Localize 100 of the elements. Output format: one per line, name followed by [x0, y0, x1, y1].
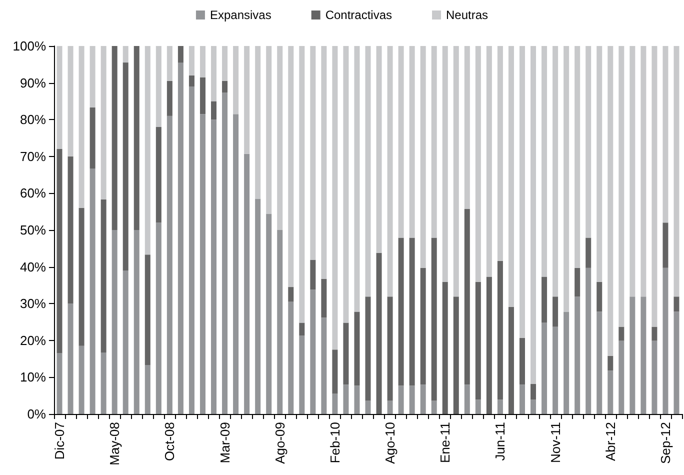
bar — [233, 114, 239, 414]
bar — [310, 46, 316, 260]
bar — [112, 230, 118, 414]
bar — [112, 46, 118, 230]
bar — [497, 46, 503, 261]
bar — [376, 46, 382, 253]
bar — [574, 296, 580, 414]
bar — [376, 252, 382, 414]
bar — [431, 400, 437, 414]
bar — [640, 46, 646, 297]
bar — [398, 386, 404, 414]
bar — [90, 168, 96, 414]
bar — [90, 46, 96, 108]
bar — [464, 384, 470, 414]
bar — [486, 46, 492, 277]
bar — [68, 46, 74, 156]
bar — [144, 254, 150, 366]
bar — [266, 46, 272, 214]
bar — [674, 46, 680, 297]
bar — [652, 326, 658, 341]
bar — [156, 222, 162, 414]
x-tick-label: Jun-11 — [492, 422, 508, 461]
bar — [343, 322, 349, 385]
x-tick-label: Mar-09 — [217, 422, 232, 464]
bar — [674, 312, 680, 414]
y-tick-label: 50% — [20, 222, 46, 238]
bar — [475, 282, 481, 400]
bar — [68, 304, 74, 414]
bar — [156, 46, 162, 127]
bar — [354, 386, 360, 414]
bar — [288, 287, 294, 302]
bar — [519, 338, 525, 385]
bar — [188, 46, 194, 76]
bar — [200, 77, 206, 114]
bar — [222, 92, 228, 414]
bar — [122, 62, 128, 270]
bar — [365, 296, 371, 401]
bar — [662, 268, 668, 414]
legend-label: Neutras — [446, 8, 488, 22]
bar — [288, 302, 294, 414]
bar — [178, 62, 184, 414]
x-tick-label: Sep-12 — [658, 422, 673, 464]
bar — [552, 296, 558, 327]
bar — [188, 86, 194, 414]
bar — [475, 400, 481, 414]
legend-label: Contractivas — [325, 8, 392, 22]
bar — [542, 276, 548, 323]
bar — [574, 46, 580, 268]
bar — [277, 230, 283, 414]
bar — [409, 238, 415, 386]
bar — [564, 312, 570, 414]
bar — [431, 46, 437, 238]
bar — [200, 46, 206, 78]
bar — [630, 46, 636, 297]
bar — [662, 46, 668, 223]
bar — [299, 322, 305, 336]
bar — [497, 400, 503, 414]
bar — [288, 46, 294, 288]
bar — [486, 276, 492, 414]
x-tick-label: Abr-12 — [602, 422, 618, 462]
bar — [244, 46, 250, 154]
bar — [354, 46, 360, 312]
bar — [178, 46, 184, 63]
bar — [519, 46, 525, 338]
x-tick-label: Dic-07 — [52, 422, 68, 460]
bar — [100, 352, 106, 414]
bar — [542, 322, 548, 414]
bar — [222, 80, 228, 93]
bar — [266, 214, 272, 414]
bar — [586, 268, 592, 414]
bar — [431, 238, 437, 401]
bar — [630, 296, 636, 414]
bar — [608, 46, 614, 356]
bar — [321, 46, 327, 279]
bar — [420, 384, 426, 414]
y-tick-label: 80% — [20, 112, 46, 128]
bar — [530, 384, 536, 400]
bar — [211, 101, 217, 120]
bar — [255, 46, 261, 199]
bar — [519, 384, 525, 414]
bar — [586, 46, 592, 238]
bar — [78, 208, 84, 346]
bar — [652, 46, 658, 327]
bar — [497, 260, 503, 400]
bar — [662, 222, 668, 268]
bar — [586, 238, 592, 268]
x-tick-label: Oct-08 — [162, 422, 178, 462]
bar — [453, 296, 459, 414]
bar — [387, 296, 393, 401]
bar — [464, 209, 470, 385]
bar — [596, 282, 602, 312]
x-tick-label: Ene-11 — [438, 422, 453, 463]
bar — [596, 312, 602, 414]
bar — [68, 156, 74, 304]
bar — [144, 46, 150, 255]
bar — [166, 116, 172, 414]
bar — [608, 356, 614, 371]
x-tick-label: Ago-10 — [382, 422, 398, 464]
bar — [618, 46, 624, 327]
bar — [299, 46, 305, 323]
